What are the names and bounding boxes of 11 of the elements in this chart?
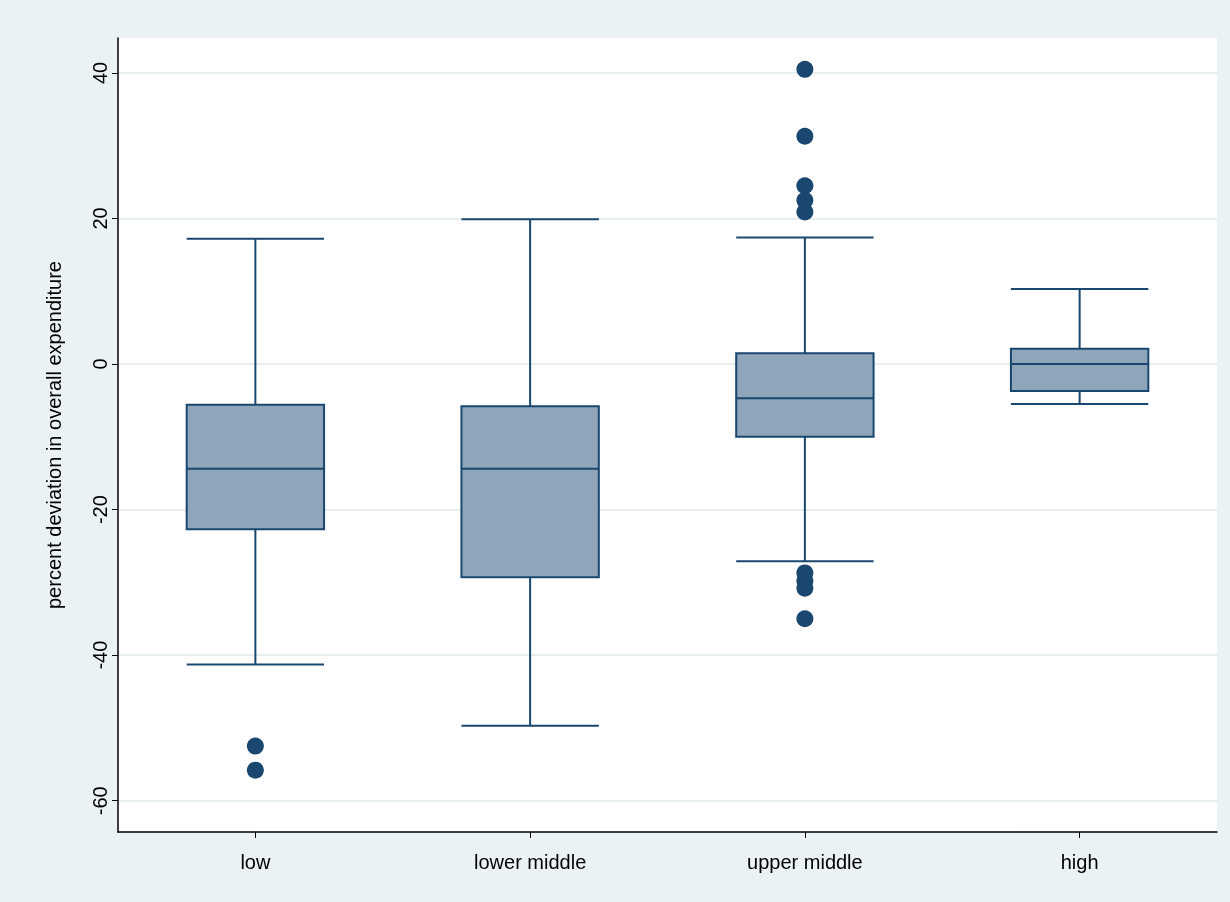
x-tick-label: low [240, 851, 271, 873]
y-tick-label: 20 [89, 207, 111, 230]
x-tick-label: lower middle [473, 851, 587, 873]
y-tick-label: -60 [89, 786, 111, 816]
y-tick-label: -40 [89, 640, 111, 670]
y-tick-label: 40 [89, 61, 111, 85]
y-tick-label: -20 [89, 495, 111, 525]
x-tick-label: high [1060, 851, 1099, 873]
x-tick-label: upper middle [747, 851, 863, 873]
y-tick-label: 0 [89, 358, 111, 370]
y-axis-title: percent deviation in overall expenditure [43, 261, 65, 609]
